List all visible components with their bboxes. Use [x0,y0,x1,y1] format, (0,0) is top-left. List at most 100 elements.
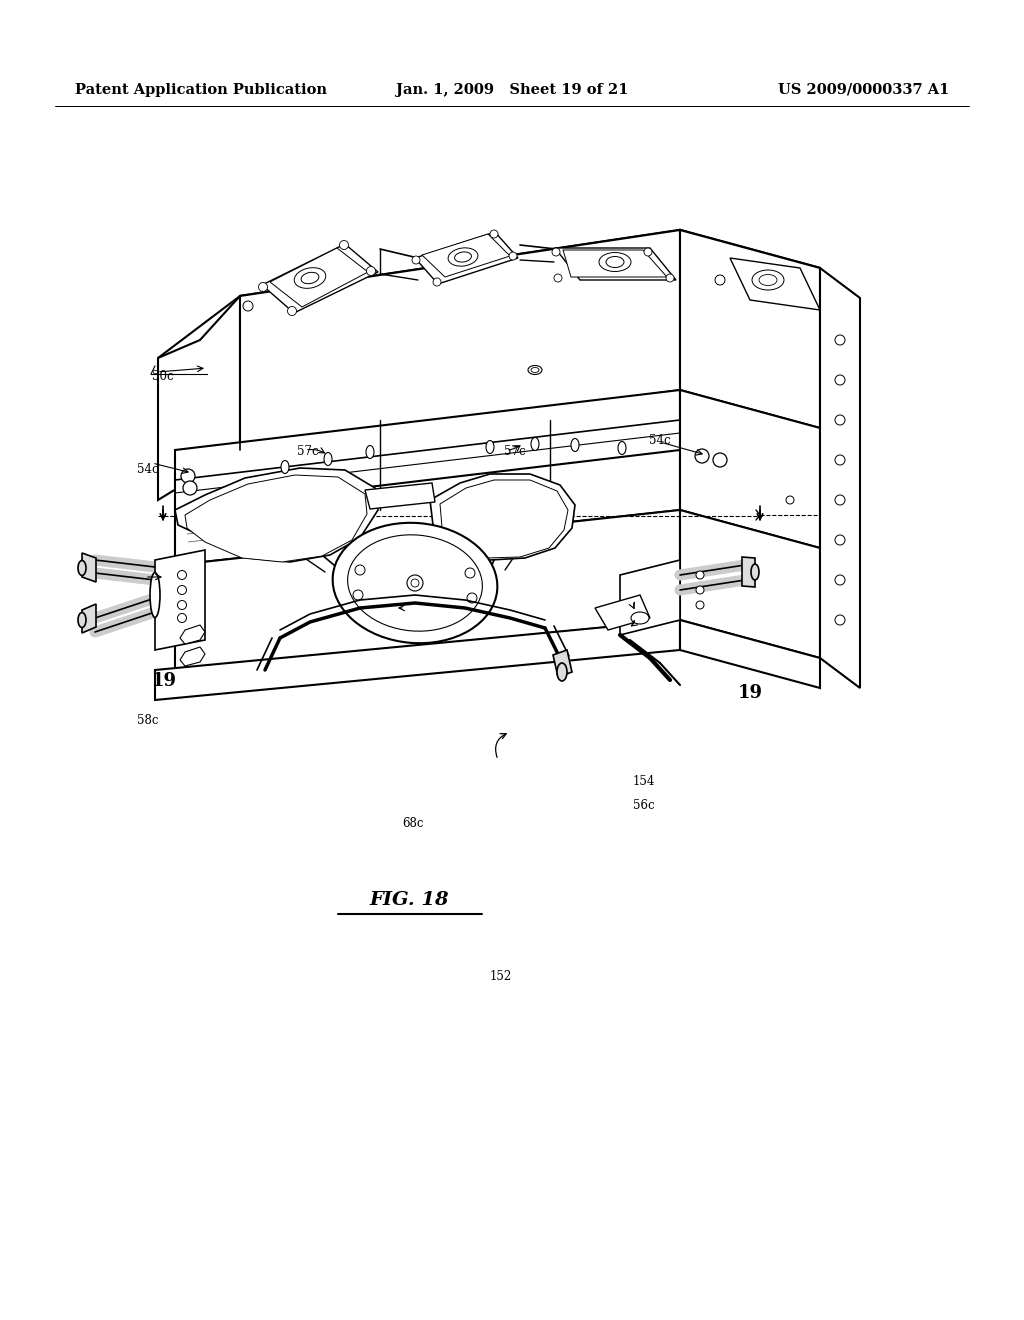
Circle shape [835,495,845,506]
Ellipse shape [324,453,332,466]
Ellipse shape [281,461,289,474]
Ellipse shape [333,523,498,643]
Circle shape [835,375,845,385]
Circle shape [181,469,195,483]
Circle shape [177,601,186,610]
Circle shape [835,535,845,545]
Polygon shape [240,230,680,450]
Circle shape [433,279,441,286]
Text: Jan. 1, 2009   Sheet 19 of 21: Jan. 1, 2009 Sheet 19 of 21 [395,83,629,96]
Polygon shape [175,389,680,565]
Text: 19: 19 [737,684,762,702]
Text: FIG. 18: FIG. 18 [370,891,450,909]
Polygon shape [680,620,820,688]
Text: 54c: 54c [137,463,159,477]
Circle shape [177,570,186,579]
Ellipse shape [751,564,759,579]
Polygon shape [555,248,676,280]
Circle shape [552,248,560,256]
Ellipse shape [150,573,160,618]
Polygon shape [680,510,820,657]
Circle shape [465,568,475,578]
Polygon shape [820,268,860,688]
Circle shape [490,230,498,238]
Ellipse shape [631,612,649,624]
Circle shape [340,240,348,249]
Ellipse shape [78,612,86,627]
Circle shape [258,282,267,292]
Polygon shape [270,248,368,308]
Text: 57c: 57c [504,445,525,458]
Polygon shape [180,647,205,667]
Text: 19: 19 [152,672,176,690]
Circle shape [666,275,674,282]
Polygon shape [742,557,755,587]
Polygon shape [240,230,820,334]
Ellipse shape [599,252,631,272]
Circle shape [467,593,477,603]
Ellipse shape [449,248,478,267]
Circle shape [411,579,419,587]
Circle shape [696,586,705,594]
Polygon shape [620,560,680,635]
Polygon shape [595,595,650,630]
Polygon shape [82,553,96,582]
Circle shape [795,281,805,290]
Circle shape [243,301,253,312]
Polygon shape [175,510,680,671]
Ellipse shape [557,663,567,681]
Polygon shape [680,389,820,548]
Ellipse shape [606,256,624,268]
Polygon shape [262,244,378,313]
Polygon shape [82,605,96,634]
Ellipse shape [618,441,626,454]
Polygon shape [563,249,667,277]
Text: 154: 154 [633,775,655,788]
Polygon shape [730,257,820,310]
Polygon shape [155,620,680,700]
Text: 58c: 58c [137,714,159,727]
Polygon shape [553,649,572,677]
Text: 57c: 57c [297,445,318,458]
Circle shape [835,335,845,345]
Ellipse shape [486,441,494,454]
Polygon shape [365,483,435,510]
Circle shape [835,455,845,465]
Circle shape [407,576,423,591]
Circle shape [355,565,365,576]
Circle shape [183,480,197,495]
Ellipse shape [455,252,471,263]
Polygon shape [185,475,367,562]
Ellipse shape [366,446,374,458]
Circle shape [835,414,845,425]
Text: 152: 152 [489,970,512,983]
Circle shape [288,306,297,315]
Text: 50c: 50c [152,370,173,383]
Polygon shape [422,234,510,277]
Circle shape [177,586,186,594]
Circle shape [835,615,845,624]
Circle shape [554,275,562,282]
Ellipse shape [347,535,482,631]
Circle shape [695,449,709,463]
Circle shape [713,453,727,467]
Circle shape [412,256,420,264]
Ellipse shape [528,366,542,375]
Circle shape [353,590,362,601]
Text: 56c: 56c [633,799,654,812]
Ellipse shape [294,268,326,288]
Ellipse shape [531,437,539,450]
Polygon shape [175,469,378,562]
Polygon shape [440,480,568,558]
Text: Patent Application Publication: Patent Application Publication [75,83,327,96]
Polygon shape [430,474,575,560]
Text: US 2009/0000337 A1: US 2009/0000337 A1 [777,83,949,96]
Ellipse shape [531,367,539,372]
Circle shape [835,576,845,585]
Circle shape [696,601,705,609]
Circle shape [715,275,725,285]
Polygon shape [180,624,205,644]
Polygon shape [158,296,240,500]
Text: 68c: 68c [402,817,424,830]
Circle shape [696,572,705,579]
